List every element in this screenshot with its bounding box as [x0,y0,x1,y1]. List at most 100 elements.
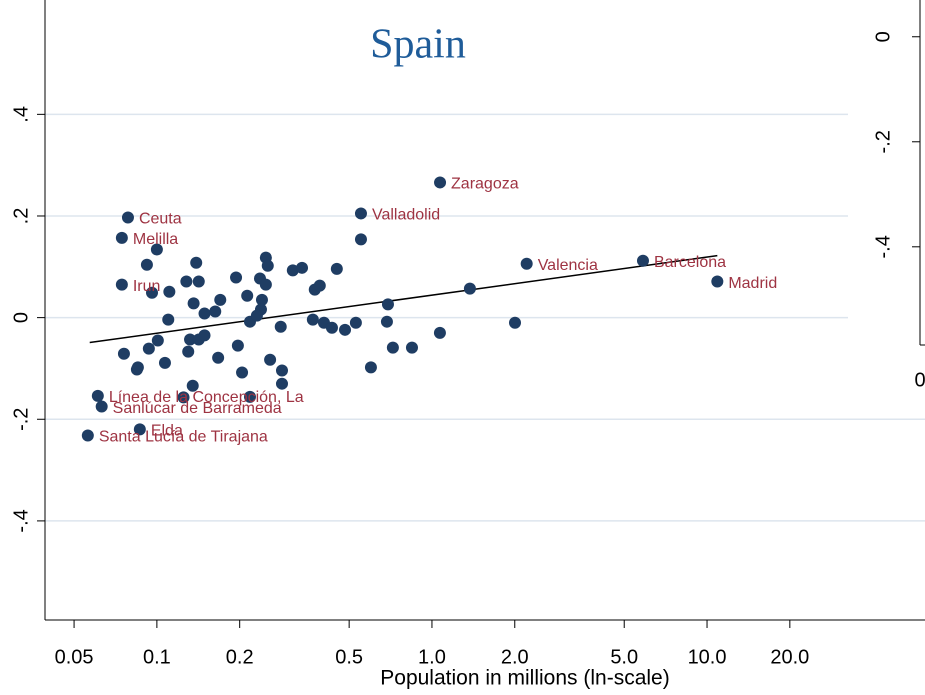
fit-line [89,254,718,344]
data-point [192,275,205,288]
data-point [711,275,724,288]
data-point [81,429,94,442]
x-tick-label: 0.2 [226,646,254,668]
point-label: Zaragoza [451,176,519,193]
data-point [212,351,225,364]
data-point [182,345,195,358]
panel [848,0,925,400]
data-point [255,293,268,306]
data-point [275,377,288,390]
data-point [162,313,175,326]
data-point [146,286,159,299]
data-point [296,261,309,274]
x-tick-label: 0.5 [335,646,363,668]
data-point [274,320,287,333]
point-label: Ceuta [139,211,182,228]
x-tick-label: 0.05 [55,646,94,668]
data-point [405,341,418,354]
data-point [115,231,128,244]
point-label: Santa Lucía de Tirajana [99,429,268,446]
data-point [306,313,319,326]
data-point [508,316,521,329]
y-tick-label: -.2 [10,408,32,431]
x-tick-label: 2.0 [501,646,529,668]
data-point [259,278,272,291]
point-label: Irun [133,278,161,295]
y-tick-label: -.4 [872,235,894,258]
data-point [463,282,476,295]
data-point [187,297,200,310]
y-tick-label: 0 [10,312,32,323]
data-point [209,305,222,318]
data-point [520,257,533,270]
data-point [250,309,263,322]
data-point [231,339,244,352]
data-point [261,259,274,272]
data-point [364,361,377,374]
data-point [386,341,399,354]
data-point [198,307,211,320]
x-tick-label: 0 [914,369,925,391]
data-point [286,264,299,277]
data-point [184,333,197,346]
data-point [142,342,155,355]
data-point [121,211,134,224]
data-point [381,298,394,311]
x-tick-label: 20.0 [770,646,809,668]
point-label: Melilla [133,231,178,248]
data-point [95,400,108,413]
data-point [236,366,249,379]
point-label: Valencia [538,257,598,274]
data-point [330,262,343,275]
x-tick-label: 1.0 [418,646,446,668]
data-point [131,361,144,374]
point-label: Madrid [728,275,777,292]
data-point [186,379,199,392]
y-tick-label: -.2 [872,130,894,153]
data-point [354,207,367,220]
data-point [339,323,352,336]
data-point [636,254,649,267]
data-point [158,356,171,369]
x-tick-label: 0.1 [143,646,171,668]
data-point [230,271,243,284]
data-point [325,321,338,334]
data-point [140,258,153,271]
data-point [115,278,128,291]
data-point [434,176,447,189]
data-point [313,279,326,292]
data-point [190,256,203,269]
data-point [91,389,104,402]
x-tick-label: 5.0 [610,646,638,668]
data-point [163,285,176,298]
y-tick-label: 0 [872,31,894,42]
data-point [180,275,193,288]
data-point [150,243,163,256]
data-point [241,289,254,302]
data-point [177,391,190,404]
point-label: Línea de la Concepción, La [109,389,304,406]
data-point [243,390,256,403]
data-point [133,423,146,436]
y-tick-label: .2 [10,208,32,225]
point-label: Elda [151,423,183,440]
data-point [264,353,277,366]
data-point [198,329,211,342]
data-point [151,334,164,347]
data-point [349,316,362,329]
data-point [117,347,130,360]
data-point [380,315,393,328]
point-label: Barcelona [654,254,726,271]
chart-title: Spain [370,22,466,68]
x-axis-label: Population in millions (ln-scale) [380,667,669,690]
x-tick-label: 10.0 [688,646,727,668]
data-point [354,233,367,246]
point-label: Valladolid [372,207,440,224]
data-point [433,326,446,339]
data-point [275,364,288,377]
y-tick-label: -.4 [10,509,32,532]
y-tick-label: .4 [10,106,32,123]
data-point [214,293,227,306]
point-label: Sanlúcar de Barrameda [113,400,282,417]
